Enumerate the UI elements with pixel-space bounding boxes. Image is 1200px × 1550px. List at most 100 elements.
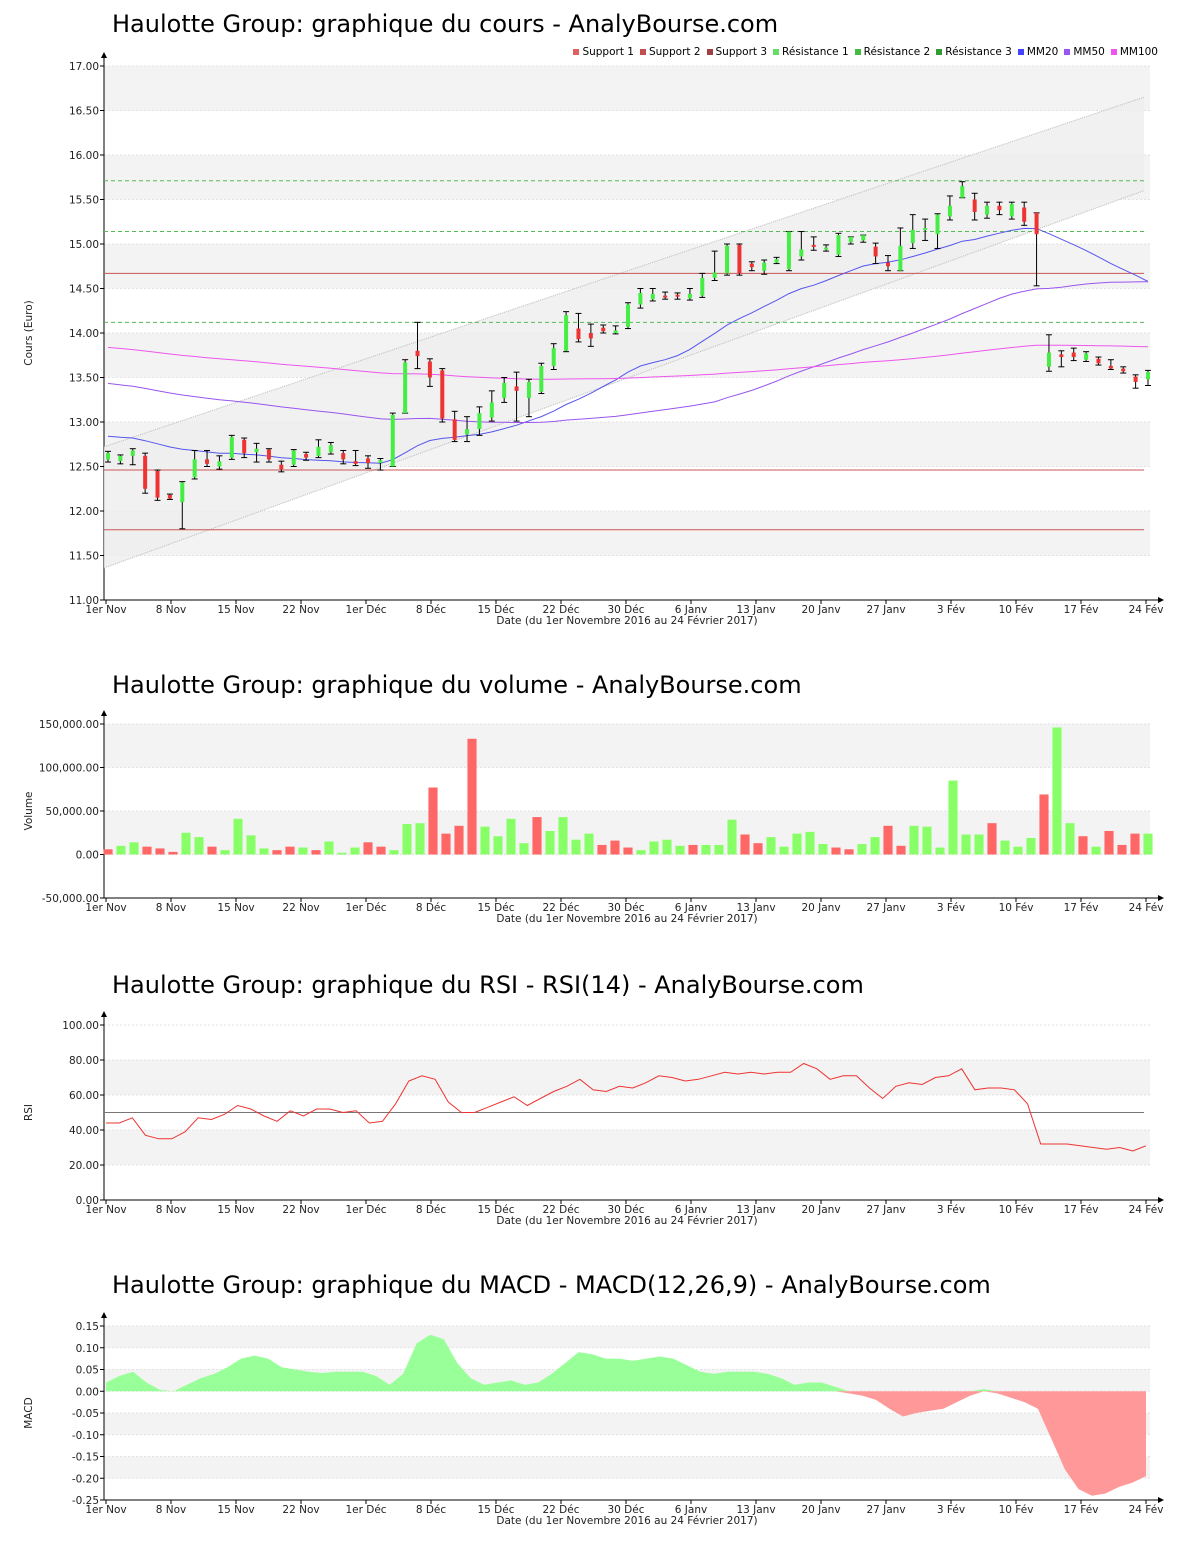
x-tick-label: 15 Déc: [477, 1204, 514, 1216]
candle-body: [997, 205, 1002, 211]
candle: [105, 450, 111, 463]
candle-body: [1034, 212, 1039, 235]
y-tick-label: 0.10: [76, 1343, 99, 1355]
x-axis-label: Date (du 1er Novembre 2016 au 24 Février…: [496, 1515, 757, 1527]
candle-body: [378, 460, 383, 463]
legend-item: Support 1: [573, 46, 634, 58]
candle-body: [390, 414, 395, 467]
candle-body: [427, 361, 432, 378]
candle: [1070, 347, 1077, 362]
candle: [365, 455, 371, 469]
candle-body: [1046, 352, 1051, 367]
x-tick-label: 8 Nov: [156, 1504, 187, 1516]
volume-bar: [389, 850, 399, 855]
y-tick-label: 15.00: [69, 239, 99, 251]
candle: [934, 213, 941, 249]
legend-label: Résistance 3: [945, 46, 1012, 58]
x-tick-label: 15 Déc: [477, 604, 514, 616]
volume-bar: [779, 846, 789, 855]
candle: [451, 410, 458, 443]
x-tick-label: 22 Déc: [542, 1204, 579, 1216]
y-axis-arrow: [101, 1312, 107, 1318]
legend-label: MM20: [1026, 46, 1059, 58]
candle: [389, 412, 396, 467]
volume-bar: [1026, 837, 1036, 855]
volume-bar: [688, 844, 698, 855]
volume-bar: [675, 845, 685, 855]
candle-body: [1108, 365, 1113, 369]
candle-body: [1022, 207, 1027, 222]
candle-body: [440, 370, 445, 419]
y-tick-label: 11.50: [69, 551, 99, 563]
volume-bar: [233, 818, 243, 855]
candle-body: [712, 272, 717, 278]
volume-bar: [818, 844, 828, 855]
candle-body: [774, 259, 779, 263]
volume-bar: [506, 818, 516, 855]
volume-bar: [792, 833, 802, 855]
candle: [996, 201, 1003, 216]
x-tick-label: 27 Janv: [866, 1204, 905, 1216]
y-tick-label: -0.10: [72, 1430, 99, 1442]
x-tick-label: 24 Fév: [1129, 1204, 1164, 1216]
x-axis-label: Date (du 1er Novembre 2016 au 24 Février…: [496, 913, 757, 925]
x-tick-label: 13 Janv: [736, 1504, 775, 1516]
x-tick-label: 3 Fév: [937, 1504, 965, 1516]
y-tick-label: 100,000.00: [39, 763, 99, 775]
candle: [216, 455, 223, 470]
candle: [761, 259, 768, 275]
candle: [538, 362, 545, 395]
candle: [1045, 334, 1052, 372]
legend-swatch: [639, 49, 646, 55]
y-tick-label: 15.50: [69, 195, 99, 207]
volume-bar: [701, 844, 711, 855]
volume-bar: [129, 842, 139, 855]
volume-bar: [441, 833, 451, 855]
x-tick-label: 17 Fév: [1064, 604, 1099, 616]
candle: [922, 218, 929, 241]
volume-bar: [610, 840, 620, 855]
candle-body: [1009, 203, 1014, 217]
volume-bar: [636, 850, 646, 855]
macd-chart-panel: Haulotte Group: graphique du MACD - MACD…: [0, 1260, 1200, 1545]
y-tick-label: 17.00: [69, 61, 99, 73]
volume-bar: [623, 847, 633, 855]
y-axis-arrow: [101, 710, 107, 716]
candle-body: [935, 214, 940, 235]
legend-label: Support 1: [582, 46, 634, 58]
candle: [525, 378, 532, 418]
x-tick-label: 15 Déc: [477, 902, 514, 914]
candle-body: [155, 470, 160, 498]
x-tick-label: 20 Janv: [801, 1204, 840, 1216]
plot-band: [104, 66, 1150, 111]
candle-body: [415, 350, 420, 357]
candle-body: [229, 437, 234, 458]
x-tick-label: 15 Nov: [217, 604, 254, 616]
volume-bar: [1013, 846, 1023, 855]
candle-body: [700, 277, 705, 296]
x-tick-label: 15 Nov: [217, 902, 254, 914]
candle: [823, 244, 830, 252]
y-tick-label: 0.00: [76, 850, 99, 862]
volume-bar: [1130, 833, 1140, 855]
x-tick-label: 1er Déc: [345, 604, 386, 616]
x-tick-label: 17 Fév: [1064, 902, 1099, 914]
volume-bar: [896, 845, 906, 855]
candle: [1033, 212, 1040, 287]
legend-item: MM50: [1064, 46, 1105, 58]
legend-item: MM100: [1110, 46, 1158, 58]
candle: [550, 343, 557, 370]
candle-body: [910, 229, 915, 244]
candle: [1095, 356, 1102, 366]
volume-bar: [714, 844, 724, 855]
y-tick-label: 50,000.00: [46, 806, 99, 818]
y-tick-label: 100.00: [62, 1020, 99, 1032]
candle: [600, 324, 607, 334]
candle: [377, 457, 384, 471]
x-tick-label: 8 Nov: [156, 1204, 187, 1216]
candle-body: [304, 454, 309, 458]
x-tick-label: 6 Janv: [675, 604, 707, 616]
volume-bar: [402, 824, 412, 855]
candle-body: [613, 330, 618, 333]
candle: [885, 255, 891, 272]
